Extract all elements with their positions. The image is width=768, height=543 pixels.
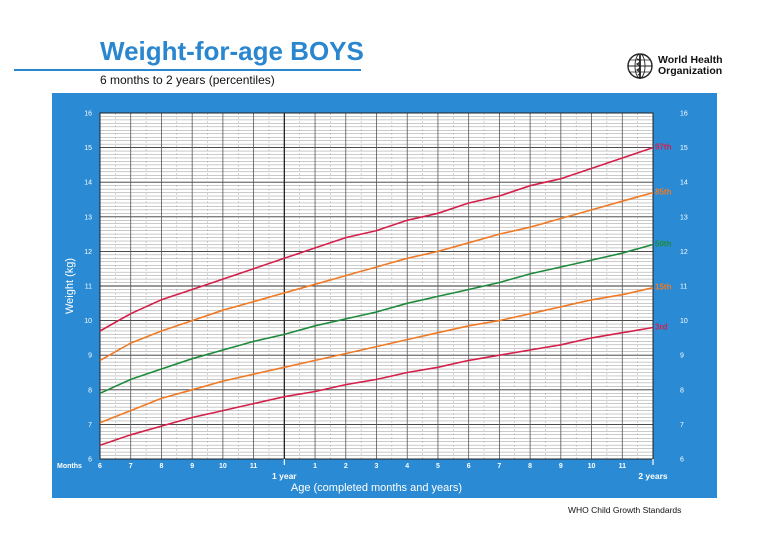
x-tick-label: 11 (250, 463, 258, 470)
year-label: 2 years (638, 471, 668, 481)
y-tick-label-left: 15 (84, 145, 92, 152)
x-tick-label: 7 (129, 463, 133, 470)
x-tick-label: 9 (559, 463, 563, 470)
x-tick-label: 1 (313, 463, 317, 470)
y-tick-label-left: 8 (88, 387, 92, 394)
y-tick-label-right: 16 (680, 111, 688, 118)
footer-text: WHO Child Growth Standards (568, 505, 682, 515)
percentile-line-85th (99, 191, 654, 362)
logo-line-2: Organization (658, 65, 723, 77)
x-axis-title: Age (completed months and years) (291, 482, 462, 494)
y-tick-label-right: 15 (680, 145, 688, 152)
x-tick-label: 5 (436, 463, 440, 470)
y-tick-label-left: 11 (85, 284, 92, 291)
year-label: 1 year (272, 471, 297, 481)
y-tick-label-right: 12 (680, 249, 688, 256)
y-tick-label-right: 7 (680, 422, 684, 429)
y-tick-label-right: 10 (680, 318, 688, 325)
y-tick-label-left: 12 (84, 249, 92, 256)
x-tick-label: 7 (497, 463, 501, 470)
months-label: Months (57, 463, 82, 470)
percentile-label-85th: 85th (655, 188, 672, 197)
y-tick-label-left: 7 (88, 422, 92, 429)
percentile-label-3rd: 3rd (655, 323, 668, 332)
percentile-label-15th: 15th (655, 283, 672, 292)
x-tick-label: 10 (219, 463, 227, 470)
y-tick-label-left: 16 (84, 111, 92, 118)
page-title: Weight-for-age BOYS (100, 36, 364, 66)
y-tick-label-left: 6 (88, 457, 92, 464)
logo-line-1: World Health (658, 54, 723, 66)
percentile-line-3rd (99, 326, 654, 446)
y-tick-label-right: 8 (680, 387, 684, 394)
y-tick-label-left: 13 (84, 214, 92, 221)
x-tick-label: 6 (467, 463, 471, 470)
x-tick-label: 8 (159, 463, 163, 470)
x-tick-label: 3 (375, 463, 379, 470)
x-tick-label: 2 (344, 463, 348, 470)
y-tick-label-left: 14 (84, 180, 92, 187)
y-tick-label-right: 6 (680, 457, 684, 464)
y-tick-label-right: 14 (680, 180, 688, 187)
y-tick-label-left: 10 (84, 318, 92, 325)
percentile-label-97th: 97th (655, 143, 672, 152)
y-tick-label-right: 9 (680, 353, 684, 360)
x-tick-label: 6 (98, 463, 102, 470)
percentile-label-50th: 50th (655, 239, 672, 248)
x-tick-label: 8 (528, 463, 532, 470)
who-emblem-icon (627, 53, 653, 79)
y-tick-label-right: 13 (680, 214, 688, 221)
y-tick-label-right: 11 (680, 284, 687, 291)
who-logo-text: World Health Organization (658, 55, 758, 77)
page-subtitle: 6 months to 2 years (percentiles) (100, 73, 275, 87)
x-tick-label: 11 (619, 463, 627, 470)
percentile-line-97th (99, 146, 654, 332)
title-rule (14, 69, 361, 71)
percentile-line-15th (99, 286, 654, 424)
x-tick-label: 10 (588, 463, 596, 470)
plot-border (99, 112, 654, 460)
y-tick-label-left: 9 (88, 353, 92, 360)
y-axis-title: Weight (kg) (64, 258, 76, 314)
percentile-line-50th (99, 243, 654, 395)
who-logo: World Health Organization (626, 52, 766, 84)
x-tick-label: 4 (405, 463, 409, 470)
x-tick-label: 9 (190, 463, 194, 470)
